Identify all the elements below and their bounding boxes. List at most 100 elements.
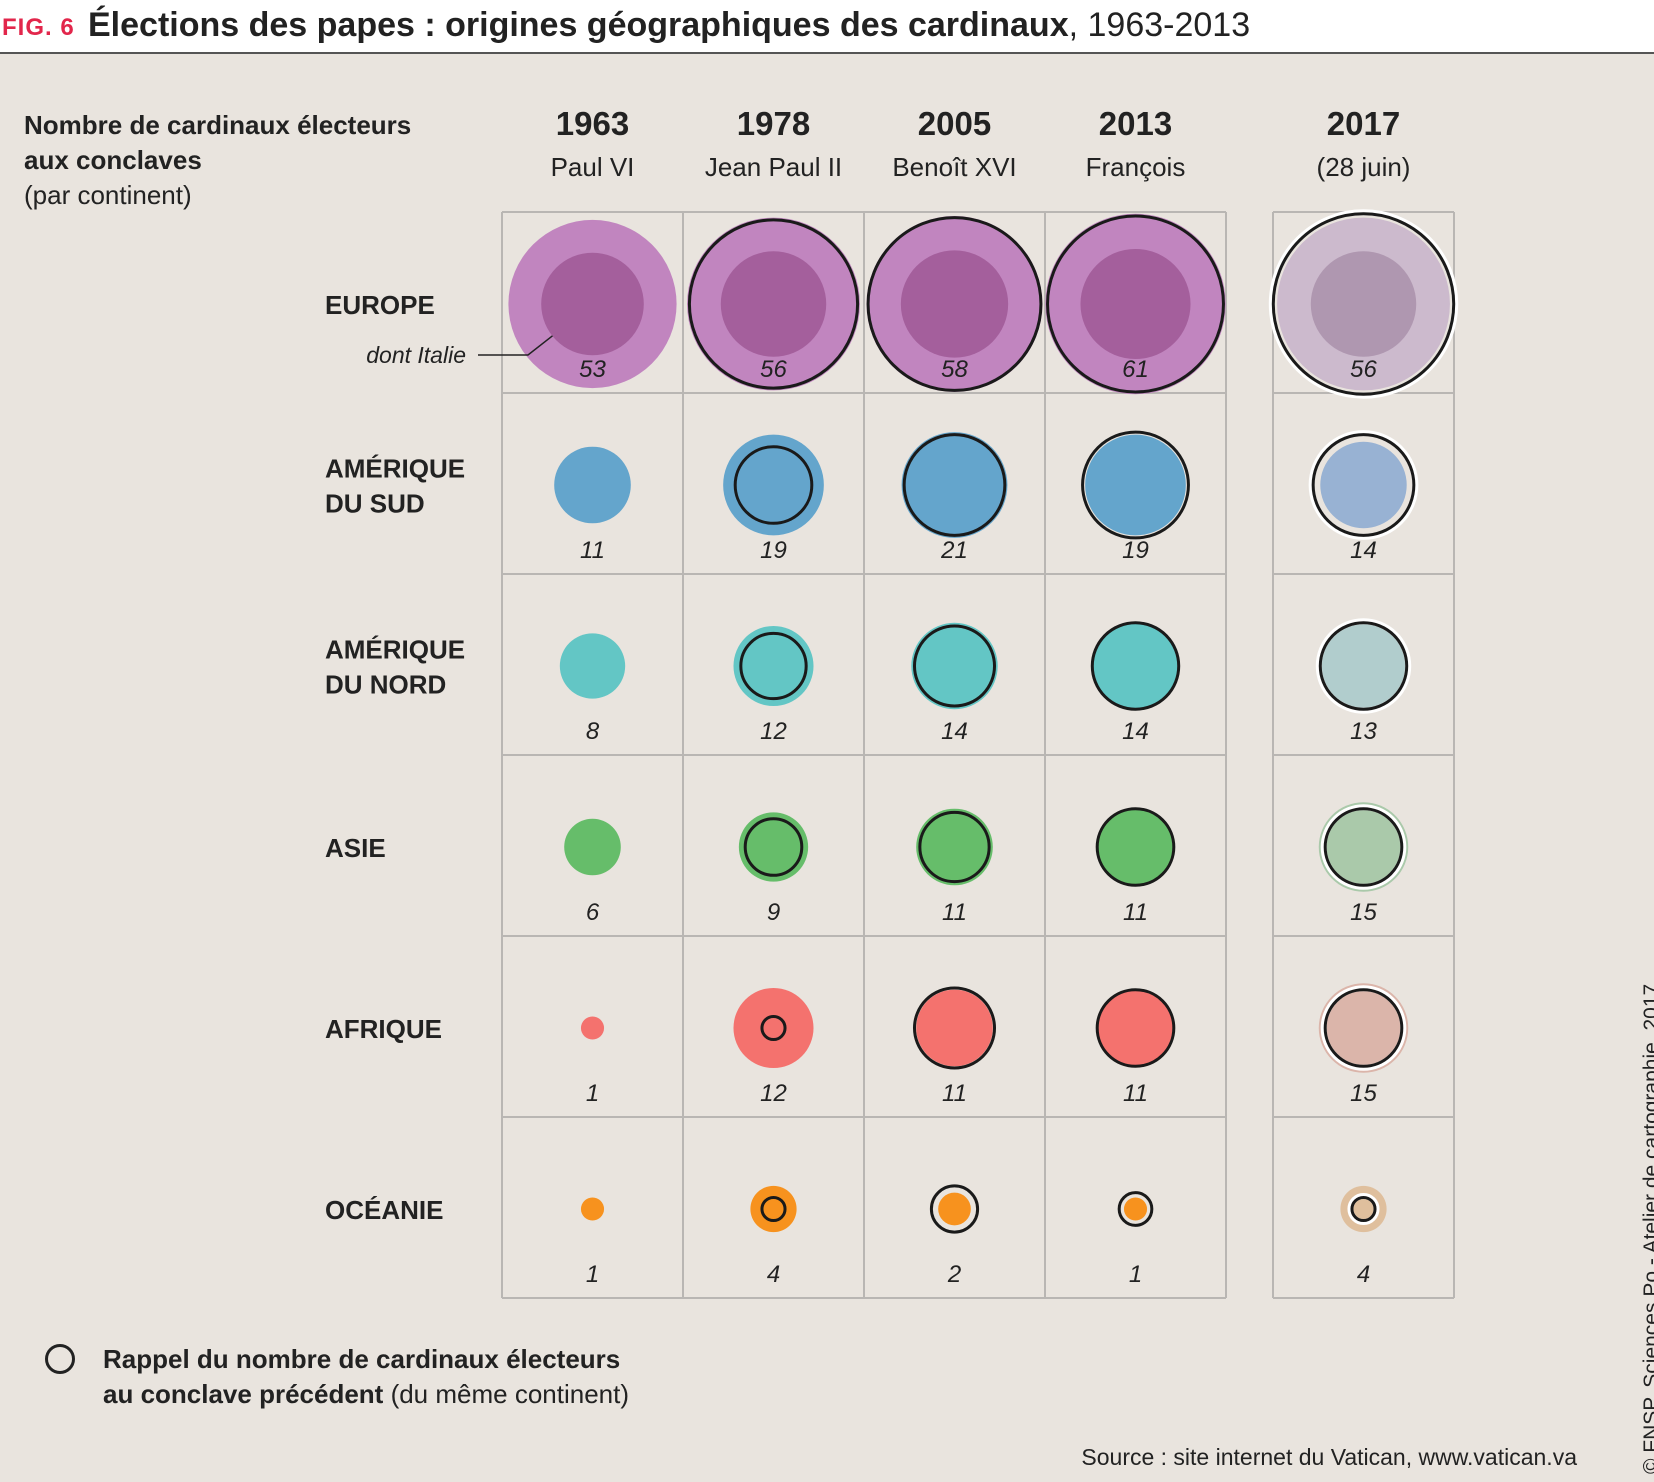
previous-circle-amerique-du-sud-2017 <box>1311 433 1416 537</box>
previous-circle-europe-2013 <box>1046 214 1225 394</box>
previous-circle-amerique-du-sud-1978 <box>733 445 814 525</box>
value-label-afrique-2013: 11 <box>1123 1080 1148 1107</box>
previous-circle-afrique-1978 <box>760 1014 787 1042</box>
column-label-1963: Paul VI <box>551 152 635 182</box>
legend-line-2-rest: (du même continent) <box>383 1379 630 1409</box>
italie-circle-1963 <box>541 252 644 356</box>
value-label-amerique-du-sud-1963: 11 <box>580 537 605 564</box>
previous-circle-amerique-du-nord-2017 <box>1318 621 1409 711</box>
value-label-europe-2005: 58 <box>941 356 968 383</box>
row-label-oceanie: OCÉANIE <box>325 1195 443 1225</box>
value-label-amerique-du-sud-1978: 19 <box>760 537 787 564</box>
circle-asie-2017 <box>1318 802 1409 892</box>
previous-circle-asie-2017 <box>1323 807 1404 887</box>
value-label-amerique-du-sud-2013: 19 <box>1122 537 1149 564</box>
circle-amerique-du-nord-1978 <box>733 625 814 707</box>
previous-circle-oceanie-1978 <box>760 1195 787 1223</box>
previous-circle-oceanie-2017 <box>1350 1195 1377 1223</box>
value-label-afrique-1978: 12 <box>760 1080 787 1107</box>
value-label-amerique-du-sud-2005: 21 <box>940 537 968 564</box>
previous-circle-europe-2017 <box>1271 212 1456 396</box>
chart-title-years: , 1963-2013 <box>1068 6 1251 44</box>
circle-asie-2005 <box>916 808 993 886</box>
circle-amerique-du-nord-1963 <box>559 633 626 699</box>
circle-asie-1978 <box>738 812 809 882</box>
value-label-amerique-du-nord-2013: 14 <box>1122 718 1149 745</box>
column-year-2005: 2005 <box>918 105 991 142</box>
value-label-asie-1963: 6 <box>586 899 600 926</box>
previous-circle-oceanie-2005 <box>929 1184 980 1234</box>
figure-label: FIG. 6 <box>2 14 75 41</box>
row-label-europe: EUROPE <box>325 290 435 320</box>
value-label-afrique-2017: 15 <box>1350 1080 1377 1107</box>
row-label-afrique: AFRIQUE <box>325 1014 442 1044</box>
value-label-oceanie-2013: 1 <box>1129 1261 1142 1288</box>
previous-circle-afrique-2005 <box>912 986 997 1070</box>
circle-afrique-1978 <box>733 987 814 1069</box>
subtitle-line-2: aux conclaves <box>24 145 202 175</box>
column-year-2017: 2017 <box>1327 105 1400 142</box>
previous-circle-amerique-du-nord-2013 <box>1090 621 1181 711</box>
value-label-amerique-du-sud-2017: 14 <box>1350 537 1377 564</box>
column-year-1963: 1963 <box>556 105 629 142</box>
subtitle-line-1: Nombre de cardinaux électeurs <box>24 110 412 140</box>
value-label-europe-2017: 56 <box>1350 356 1377 383</box>
value-label-europe-2013: 61 <box>1122 356 1149 383</box>
legend-line-1: Rappel du nombre de cardinaux électeurs <box>103 1344 621 1374</box>
circle-oceanie-1978 <box>750 1185 797 1233</box>
value-label-oceanie-1978: 4 <box>767 1261 780 1288</box>
italie-circle-2013 <box>1080 248 1191 360</box>
copyright-note: © FNSP. Sciences Po - Atelier de cartogr… <box>1640 983 1654 1474</box>
value-label-asie-2017: 15 <box>1350 899 1377 926</box>
row-label-asie: ASIE <box>325 833 386 863</box>
value-label-asie-2013: 11 <box>1123 899 1148 926</box>
circle-amerique-du-sud-2017 <box>1320 441 1407 529</box>
italie-circle-2017 <box>1310 251 1417 357</box>
column-year-1978: 1978 <box>737 105 810 142</box>
value-label-afrique-2005: 11 <box>942 1080 967 1107</box>
previous-circle-oceanie-2013 <box>1117 1191 1154 1227</box>
circle-oceanie-2005 <box>938 1192 971 1226</box>
circle-amerique-du-sud-2013 <box>1085 434 1186 536</box>
previous-circle-asie-1978 <box>743 817 804 877</box>
previous-circle-amerique-du-sud-2013 <box>1081 430 1190 540</box>
circle-afrique-2013 <box>1097 989 1174 1067</box>
previous-circle-asie-2013 <box>1095 807 1176 887</box>
column-label-2013: François <box>1086 152 1186 182</box>
column-label-2005: Benoît XVI <box>892 152 1016 182</box>
value-label-europe-1978: 56 <box>760 356 787 383</box>
value-label-asie-1978: 9 <box>767 899 780 926</box>
value-label-amerique-du-nord-1963: 8 <box>586 718 600 745</box>
circle-amerique-du-sud-2005 <box>901 432 1008 538</box>
circle-asie-1963 <box>564 818 621 876</box>
previous-circle-amerique-du-sud-2005 <box>902 433 1007 537</box>
previous-circle-asie-2005 <box>918 810 991 884</box>
value-label-oceanie-2005: 2 <box>947 1261 961 1288</box>
value-label-amerique-du-nord-1978: 12 <box>760 718 787 745</box>
row-label-amerique-du-nord: AMÉRIQUE DU NORD <box>325 635 465 700</box>
title-bar: FIG. 6 Élections des papes : origines gé… <box>0 0 1654 54</box>
legend-text: Rappel du nombre de cardinaux électeurs … <box>103 1342 629 1412</box>
value-label-oceanie-2017: 4 <box>1357 1261 1370 1288</box>
value-label-afrique-1963: 1 <box>586 1080 599 1107</box>
circle-oceanie-2013 <box>1123 1197 1148 1221</box>
chart-title: Élections des papes : origines géographi… <box>88 6 1250 45</box>
value-label-oceanie-1963: 1 <box>586 1261 599 1288</box>
circle-asie-2013 <box>1097 808 1174 886</box>
annotation-leader-line <box>478 335 553 356</box>
circle-amerique-du-nord-2005 <box>911 622 998 710</box>
previous-circle-amerique-du-nord-1978 <box>739 631 808 701</box>
italie-circle-2005 <box>900 250 1009 358</box>
circle-afrique-1963 <box>580 1016 605 1040</box>
circle-afrique-2005 <box>916 989 993 1067</box>
previous-circle-amerique-du-nord-2005 <box>912 624 997 708</box>
legend-line-2-bold: au conclave précédent <box>103 1379 384 1409</box>
circle-amerique-du-sud-1978 <box>723 434 824 536</box>
previous-circle-europe-2005 <box>866 216 1043 392</box>
previous-circle-europe-1978 <box>687 218 860 390</box>
column-label-2017: (28 juin) <box>1317 152 1411 182</box>
previous-circle-afrique-2017 <box>1323 988 1404 1068</box>
subtitle-line-3: (par continent) <box>24 180 192 210</box>
circle-oceanie-1963 <box>580 1197 605 1221</box>
